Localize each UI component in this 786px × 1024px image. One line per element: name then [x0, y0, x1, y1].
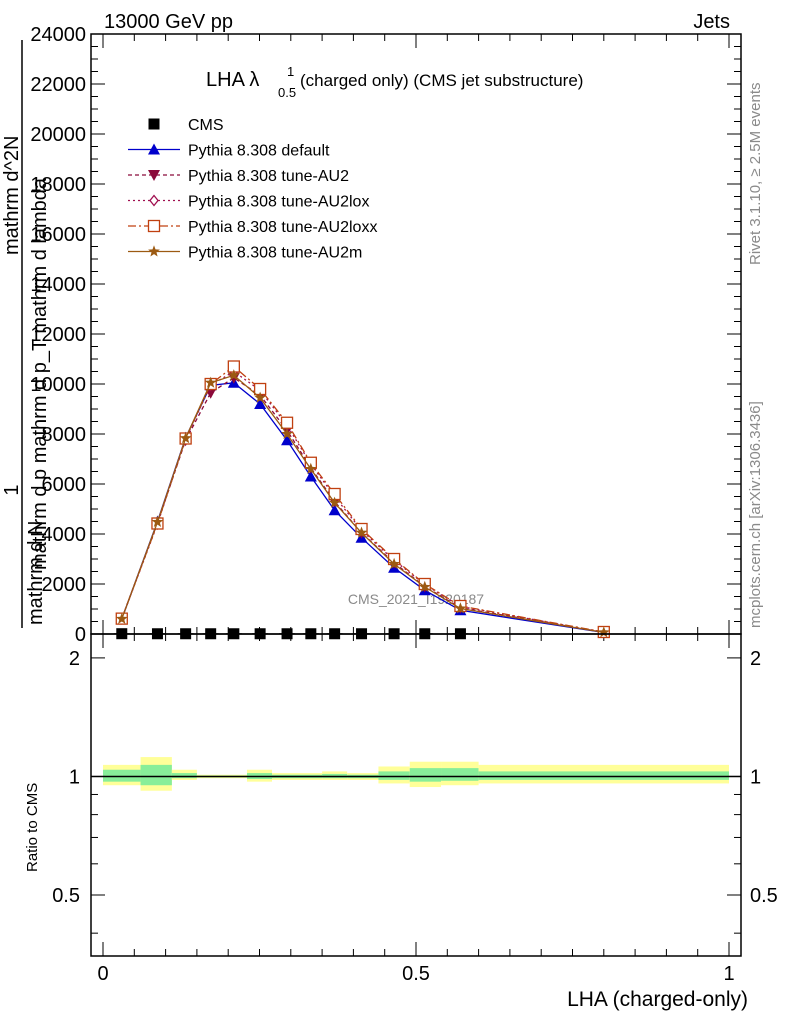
mcplots-label: mcplots.cern.ch [arXiv:1306.3436] — [747, 401, 764, 628]
data-point — [115, 612, 128, 624]
y-tick-label: 18000 — [30, 174, 86, 196]
ratio-band-green — [409, 768, 442, 782]
legend: CMS Pythia 8.308 default Pythia 8.308 tune… — [128, 117, 377, 262]
title-sub: 0.5 — [278, 85, 296, 100]
y-tick-label: 2000 — [42, 574, 87, 596]
data-point — [280, 416, 294, 429]
data-point — [304, 462, 317, 474]
data-point — [204, 376, 217, 388]
y-tick-label: 6000 — [42, 474, 87, 496]
legend-entry-1: Pythia 8.308 default — [128, 143, 330, 160]
ratio-axes — [91, 634, 741, 956]
data-point — [254, 398, 267, 409]
y-tick-label: 0 — [75, 624, 86, 646]
series-layer — [113, 360, 610, 640]
main-axes — [91, 33, 741, 635]
legend-label: CMS — [188, 117, 224, 134]
legend-entry-2: Pythia 8.308 tune-AU2 — [128, 168, 349, 185]
data-point — [151, 515, 164, 527]
x-tick-label: 0 — [97, 963, 108, 985]
legend-label: Pythia 8.308 default — [188, 143, 330, 160]
ratio-band-green — [140, 764, 172, 786]
data-point — [254, 391, 266, 403]
y-tick-label: 24000 — [30, 24, 86, 46]
ratio-y-label: Ratio to CMS — [24, 783, 41, 872]
series-5 — [115, 369, 610, 638]
data-point — [388, 557, 400, 569]
main-y-label: 1 mathrm d N mathrm d p mathrm d p_T mat… — [1, 40, 51, 628]
tick-labels: 0 2000 4000 6000 8000 10000 12000 14000 16000 180… — [30, 24, 777, 985]
y-tick-label: 12000 — [30, 324, 86, 346]
y-tick-label: 16000 — [30, 224, 86, 246]
ratio-band-green — [171, 773, 197, 779]
data-point — [418, 580, 431, 592]
ratio-bands — [103, 757, 729, 791]
y-tick-label: 10000 — [30, 374, 86, 396]
data-point — [597, 626, 610, 638]
data-point — [281, 427, 293, 439]
title-main: LHA λ — [206, 69, 259, 91]
y-tick-label: 20000 — [30, 124, 86, 146]
data-point — [328, 504, 341, 516]
data-point — [328, 496, 341, 508]
series-line — [121, 374, 604, 634]
x-tick-label: 0.5 — [402, 963, 430, 985]
data-point — [227, 369, 240, 381]
legend-marker — [148, 118, 160, 130]
data-point — [355, 526, 368, 538]
data-point — [304, 470, 317, 482]
ratio-y-tick-label-right: 0.5 — [750, 885, 778, 907]
x-axis-label: LHA (charged-only) — [567, 988, 748, 1011]
ratio-band-green — [478, 771, 729, 780]
legend-entry-4: Pythia 8.308 tune-AU2loxx — [128, 219, 377, 236]
main-ylabel-line3: mathrm d p mathrm d p_T mathrm d lambda — [29, 177, 51, 570]
rivet-label: Rivet 3.1.10, ≥ 2.5M events — [747, 83, 764, 266]
legend-label: Pythia 8.308 tune-AU2loxx — [188, 219, 377, 236]
main-ylabel-line1: 1 — [1, 484, 23, 495]
title-rest: (charged only) (CMS jet substructure) — [300, 71, 583, 90]
y-tick-label: 4000 — [42, 524, 87, 546]
ratio-band-green — [441, 768, 479, 781]
header-right: Jets — [693, 11, 730, 33]
legend-label: Pythia 8.308 tune-AU2 — [188, 168, 349, 185]
main-ylabel-line4: mathrm d^2N — [1, 136, 23, 255]
legend-label: Pythia 8.308 tune-AU2m — [188, 245, 362, 262]
y-tick-label: 14000 — [30, 274, 86, 296]
legend-entry-3: Pythia 8.308 tune-AU2lox — [128, 194, 369, 211]
ratio-y-tick-label-right: 2 — [750, 648, 761, 670]
legend-marker — [148, 245, 160, 257]
legend-marker — [149, 194, 159, 207]
y-tick-label: 8000 — [42, 424, 87, 446]
header-left: 13000 GeV pp — [104, 11, 233, 33]
chart-title: LHA λ 1 0.5 (charged only) (CMS jet subs… — [206, 64, 583, 100]
title-sup: 1 — [287, 64, 294, 79]
ratio-y-tick-label: 1 — [69, 766, 80, 788]
ratio-y-tick-label: 0.5 — [52, 885, 80, 907]
data-point — [454, 602, 467, 614]
legend-entry-5: Pythia 8.308 tune-AU2m — [128, 245, 362, 262]
x-tick-label: 1 — [723, 963, 734, 985]
ratio-band-green — [378, 771, 410, 780]
data-point — [281, 434, 294, 446]
y-tick-label: 22000 — [30, 74, 86, 96]
legend-marker — [148, 170, 160, 181]
legend-marker — [147, 219, 161, 233]
legend-marker — [148, 143, 160, 155]
ratio-y-tick-label-right: 1 — [750, 766, 761, 788]
ratio-y-tick-label: 2 — [69, 648, 80, 670]
legend-label: Pythia 8.308 tune-AU2lox — [188, 194, 369, 211]
data-point — [179, 432, 192, 444]
ratio-plot-frame — [90, 633, 742, 957]
main-ylabel-line2: mathrm d N — [25, 521, 47, 625]
legend-entry-0: CMS — [148, 117, 224, 134]
